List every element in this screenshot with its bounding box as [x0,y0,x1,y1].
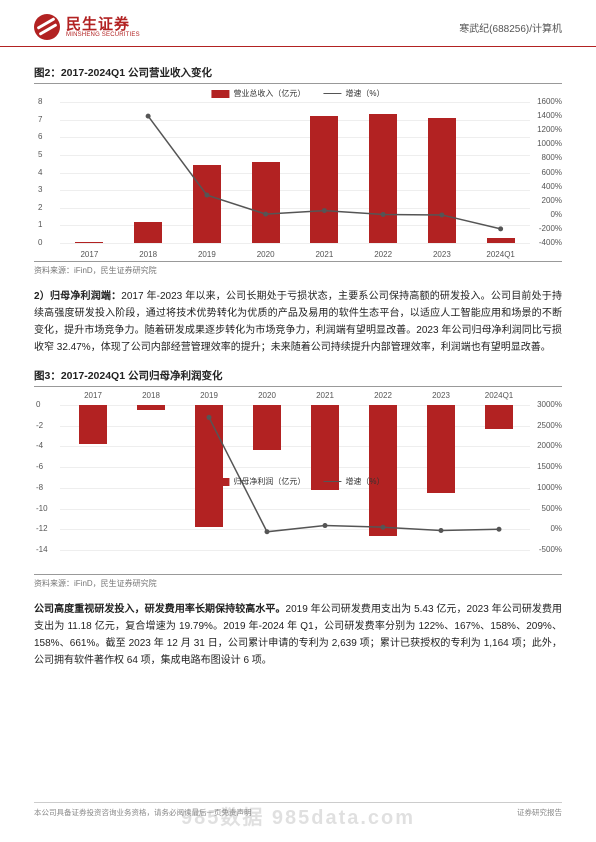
fig2-legend-bar: 营业总收入（亿元） [211,88,305,99]
page-footer: 本公司具备证券投资咨询业务资格，请务必阅读最后一页免责声明 证券研究报告 [34,802,562,818]
fig3-bar-2018 [137,405,165,410]
fig2-xlabel-2020: 2020 [246,250,286,259]
footer-left: 本公司具备证券投资咨询业务资格，请务必阅读最后一页免责声明 [34,807,252,818]
footer-right: 证券研究报告 [517,807,562,818]
fig3-xlabel-2018: 2018 [131,391,171,572]
fig3-chart: 0-2-4-6-8-10-12-14-500%0%500%1000%1500%2… [34,389,562,574]
stock-info: 寒武纪(688256)/计算机 [459,20,562,35]
paragraph-2: 公司高度重视研发投入，研发费用率长期保持较高水平。2019 年公司研发费用支出为… [34,601,562,669]
fig2-line [34,86,562,261]
fig3-legend-bar: 归母净利润（亿元） [211,476,305,487]
fig2-bar-2022 [369,114,397,243]
logo-block: 民生证券 MINSHENG SECURITIES [34,14,140,40]
paragraph-1: 2）归母净利润端：2017 年-2023 年以来，公司长期处于亏损状态，主要系公… [34,288,562,356]
logo-icon [34,14,60,40]
fig2-xlabel-2018: 2018 [128,250,168,259]
fig2-xlabel-2024Q1: 2024Q1 [481,250,521,259]
fig2-chart: 营业总收入（亿元） 增速（%） 012345678-400%-200%0%200… [34,86,562,261]
fig2-bar-2023 [428,118,456,243]
fig2-title: 图2：2017-2024Q1 公司营业收入变化 [34,65,562,84]
fig3-bar-2024Q1 [485,405,513,429]
fig2-bar-2018 [134,222,162,243]
logo-en: MINSHENG SECURITIES [66,32,140,38]
fig2-source: 资料来源：iFinD，民生证券研究院 [34,261,562,276]
fig2-xlabel-2021: 2021 [304,250,344,259]
fig3-legend-line: 增速（%） [323,476,384,487]
fig2-bar-2024Q1 [487,238,515,243]
fig2-bar-2021 [310,116,338,243]
fig3-bar-2017 [79,405,107,444]
fig2-xlabel-2019: 2019 [187,250,227,259]
fig2-bar-2020 [252,162,280,243]
fig2-bar-2019 [193,165,221,243]
fig3-title: 图3：2017-2024Q1 公司归母净利润变化 [34,368,562,387]
fig2-bar-2017 [75,242,103,243]
page-header: 民生证券 MINSHENG SECURITIES 寒武纪(688256)/计算机 [0,0,596,47]
fig2-legend-line: 增速（%） [323,88,384,99]
fig2-xlabel-2022: 2022 [363,250,403,259]
fig2-xlabel-2017: 2017 [69,250,109,259]
fig3-source: 资料来源：iFinD，民生证券研究院 [34,574,562,589]
fig3-bar-2023 [427,405,455,493]
logo-cn: 民生证券 [66,17,140,32]
fig2-xlabel-2023: 2023 [422,250,462,259]
